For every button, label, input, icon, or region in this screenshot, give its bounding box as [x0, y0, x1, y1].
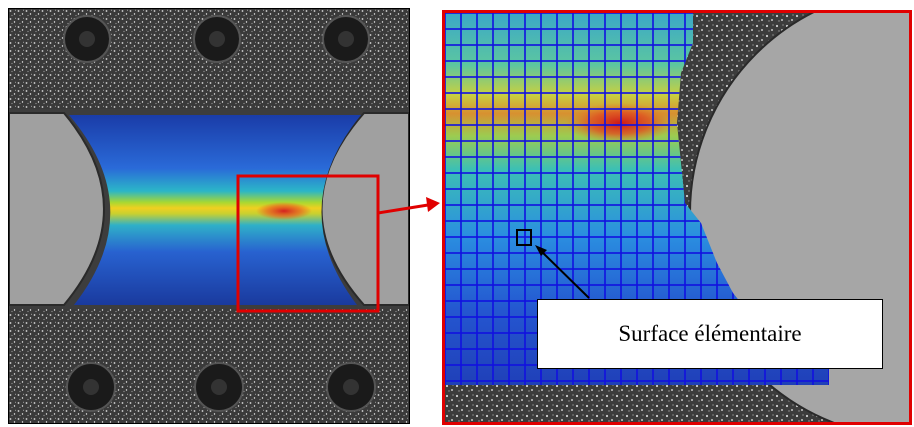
screw-head-icon — [63, 15, 376, 412]
elementary-surface-marker — [516, 229, 532, 246]
specimen-svg — [9, 9, 409, 423]
zoom-region-box — [236, 174, 380, 313]
annotation-label-box: Surface élémentaire — [537, 299, 883, 369]
specimen-overview-image — [8, 8, 410, 424]
annotation-label: Surface élémentaire — [618, 321, 802, 346]
